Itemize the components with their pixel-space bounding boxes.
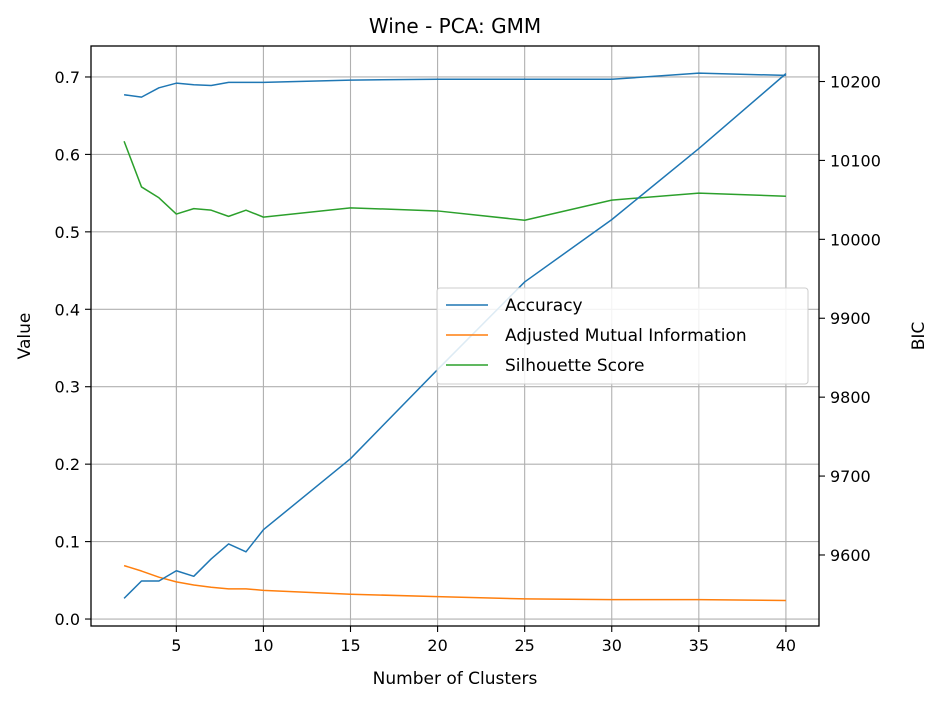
y-tick-label: 0.0	[55, 610, 80, 629]
y-tick-label: 0.2	[55, 455, 80, 474]
legend-label-silhouette: Silhouette Score	[505, 356, 644, 376]
legend-label-accuracy: Accuracy	[505, 296, 583, 316]
y-tick-label: 0.5	[55, 223, 80, 242]
x-axis-label: Number of Clusters	[373, 669, 538, 689]
x-tick-label: 40	[776, 636, 796, 655]
legend: Accuracy Adjusted Mutual Information Sil…	[436, 287, 809, 385]
series-layer	[123, 72, 787, 602]
ami-line	[123, 564, 786, 602]
x-tick-label: 10	[253, 636, 273, 655]
y2-axis-label: BIC	[909, 322, 929, 351]
x-tick-label: 35	[689, 636, 709, 655]
y-tick-label: 0.3	[55, 378, 80, 397]
grid-lines	[91, 46, 819, 626]
x-tick-label: 30	[602, 636, 622, 655]
y2-tick-label: 9900	[830, 309, 871, 328]
x-tick-label: 25	[514, 636, 534, 655]
y2-tick-label: 9600	[830, 546, 871, 565]
plot-frame	[90, 45, 820, 627]
chart-title: Wine - PCA: GMM	[369, 14, 541, 38]
y-tick-label: 0.6	[55, 145, 80, 164]
y-tick-label: 0.7	[55, 68, 80, 87]
legend-box	[436, 287, 809, 385]
y2-tick-label: 10000	[830, 230, 881, 249]
y-tick-label: 0.4	[55, 300, 80, 319]
accuracy-line	[123, 72, 786, 98]
legend-label-ami: Adjusted Mutual Information	[505, 326, 747, 346]
y2-tick-label: 10200	[830, 73, 881, 92]
x-tick-label: 20	[427, 636, 447, 655]
y2-tick-label: 9700	[830, 467, 871, 486]
y-axis-right: 9600 9700 9800 9900 10000 10100 10200	[819, 73, 881, 565]
bic-line	[123, 73, 787, 599]
silhouette-line	[123, 140, 786, 221]
y2-tick-label: 9800	[830, 388, 871, 407]
y-axis-label: Value	[15, 313, 35, 360]
y-tick-label: 0.1	[55, 533, 80, 552]
x-tick-label: 5	[171, 636, 181, 655]
y-axis-left: 0.0 0.1 0.2 0.3 0.4 0.5 0.6 0.7	[55, 68, 91, 629]
x-tick-label: 15	[340, 636, 360, 655]
y2-tick-label: 10100	[830, 151, 881, 170]
x-axis: 5 10 15 20 25 30 35 40	[171, 626, 796, 655]
